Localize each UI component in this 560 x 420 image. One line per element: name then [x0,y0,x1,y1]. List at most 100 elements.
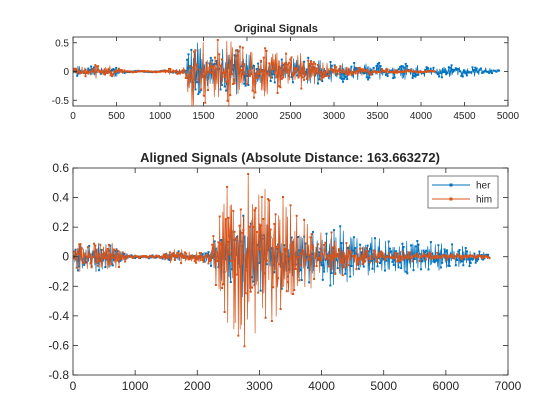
data-point [483,257,486,260]
data-point [220,58,223,61]
data-point [415,70,418,73]
data-point [158,70,161,73]
data-point [141,70,144,73]
data-point [346,246,349,249]
data-point [392,70,395,73]
data-point [357,267,360,270]
data-point [442,254,445,257]
data-point [99,70,102,73]
data-point [222,283,225,286]
data-point [441,261,444,264]
data-point [216,39,219,41]
data-point [305,253,308,256]
data-point [441,254,444,257]
data-point [130,255,133,258]
data-point [202,260,205,263]
data-point [76,72,79,74]
data-point [335,66,338,69]
data-point [324,70,326,73]
data-point [146,256,149,259]
data-point [116,249,119,252]
data-point [289,58,292,61]
data-point [192,255,195,258]
data-point [280,252,283,255]
data-point [93,242,96,245]
x-tick-label: 3000 [323,111,346,122]
data-point [332,68,335,71]
data-point [453,257,456,260]
data-point [319,78,322,81]
data-point [481,71,484,74]
data-point [168,251,171,254]
data-point [298,249,301,252]
data-point [219,243,222,246]
data-point [97,68,100,71]
y-tick-label: 0 [63,67,69,78]
plot-clip-group [73,39,500,106]
data-point [349,71,351,74]
data-point [447,66,450,69]
data-point [461,260,463,263]
data-point [328,75,331,77]
data-point [397,71,400,73]
data-point [482,256,485,259]
data-point [403,70,406,73]
data-point [229,94,232,97]
data-point [406,65,409,67]
data-point [310,60,312,63]
data-point [340,261,343,264]
data-point [111,75,113,78]
data-point [422,72,425,75]
data-point [360,251,363,254]
data-point [314,74,317,77]
data-point [94,71,97,74]
data-point [264,316,267,319]
data-point [293,73,296,76]
data-point [301,66,304,69]
data-point [428,70,431,73]
data-point [316,243,319,246]
data-point [432,66,435,69]
data-point [434,254,437,257]
data-point [187,258,190,261]
data-point [290,244,293,246]
data-point [254,72,257,75]
data-point [145,70,148,73]
data-point [232,83,235,85]
data-point [369,71,372,74]
data-point [195,81,198,84]
data-point [412,269,415,272]
data-point [126,255,129,258]
data-point [493,69,496,72]
data-point [370,255,373,258]
data-point [184,77,187,79]
data-point [135,255,138,258]
data-point [74,248,77,251]
data-point [169,70,172,73]
data-point [180,71,183,74]
data-point [123,71,126,74]
data-point [278,85,280,88]
data-point [219,64,222,67]
data-point [219,239,222,242]
legend-box [427,175,499,209]
data-point [292,293,294,295]
data-point [393,76,396,79]
data-point [261,69,264,72]
data-point [367,70,370,73]
data-point [478,254,481,257]
data-point [208,254,211,257]
data-point [335,255,338,258]
data-point [324,258,327,261]
data-point [262,56,265,59]
data-point [374,250,376,253]
data-point [343,71,346,74]
data-point [317,82,319,85]
data-point [239,70,241,73]
data-point [214,56,216,59]
data-point [349,258,352,261]
data-point [173,70,176,73]
data-point [227,216,230,219]
data-point [218,53,221,56]
data-point [375,260,378,263]
